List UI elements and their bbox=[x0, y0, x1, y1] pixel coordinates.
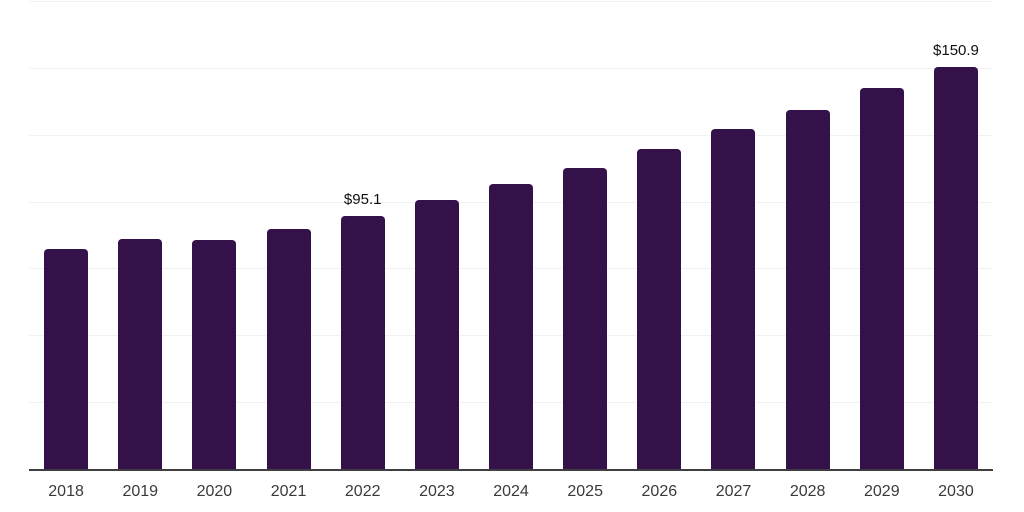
bars-row: $95.1 $150.9 bbox=[29, 2, 993, 470]
bar-slot bbox=[696, 2, 770, 470]
bar-slot bbox=[29, 2, 103, 470]
bar-slot bbox=[771, 2, 845, 470]
bar-2018 bbox=[44, 248, 89, 470]
bar-slot bbox=[400, 2, 474, 470]
plot-area: $95.1 $150.9 bbox=[29, 1, 993, 471]
x-tick-label: 2028 bbox=[789, 483, 826, 500]
bar-2030 bbox=[933, 66, 978, 470]
x-tick-label: 2027 bbox=[715, 483, 752, 500]
bar-2026 bbox=[637, 149, 682, 470]
x-axis-line bbox=[29, 469, 993, 471]
bar-2022 bbox=[340, 215, 385, 470]
x-tick-label: 2022 bbox=[344, 483, 381, 500]
bar-slot bbox=[548, 2, 622, 470]
x-tick-label: 2024 bbox=[493, 483, 529, 500]
bar-slot: $150.9 bbox=[919, 2, 993, 470]
x-tick-label: 2029 bbox=[864, 483, 900, 500]
bar-2023 bbox=[414, 200, 459, 470]
bar-2021 bbox=[266, 229, 311, 470]
x-axis-tick-labels: 2018 2019 2020 2021 2022 2023 2024 2025 2026 2027… bbox=[29, 470, 993, 500]
bar-slot bbox=[845, 2, 919, 470]
x-tick-label: 2021 bbox=[270, 483, 307, 500]
x-tick-label: 2019 bbox=[122, 483, 159, 500]
x-tick-label: 2030 bbox=[938, 483, 974, 500]
bar-2027 bbox=[711, 129, 756, 470]
x-tick-label: 2026 bbox=[641, 483, 678, 500]
bar-slot bbox=[474, 2, 548, 470]
bar-2020 bbox=[192, 240, 237, 470]
gridline bbox=[29, 67, 993, 69]
bar-slot bbox=[622, 2, 696, 470]
bar-2019 bbox=[118, 239, 163, 470]
gridline bbox=[29, 134, 993, 136]
gridline bbox=[29, 1, 993, 2]
bar-2029 bbox=[859, 88, 904, 470]
x-tick-label: 2025 bbox=[567, 483, 603, 500]
bar-value-label: $150.9 bbox=[933, 41, 979, 59]
bar-slot bbox=[103, 2, 177, 470]
bar-2025 bbox=[563, 167, 608, 470]
bar-slot: $95.1 bbox=[326, 2, 400, 470]
bar-value-label: $95.1 bbox=[343, 190, 382, 208]
x-tick-label: 2020 bbox=[196, 483, 233, 500]
bar-2028 bbox=[785, 110, 830, 470]
x-tick-label: 2018 bbox=[48, 483, 84, 500]
x-tick-label: 2023 bbox=[419, 483, 455, 500]
bar-slot bbox=[251, 2, 325, 470]
bar-slot bbox=[177, 2, 251, 470]
bar-2024 bbox=[489, 184, 534, 470]
